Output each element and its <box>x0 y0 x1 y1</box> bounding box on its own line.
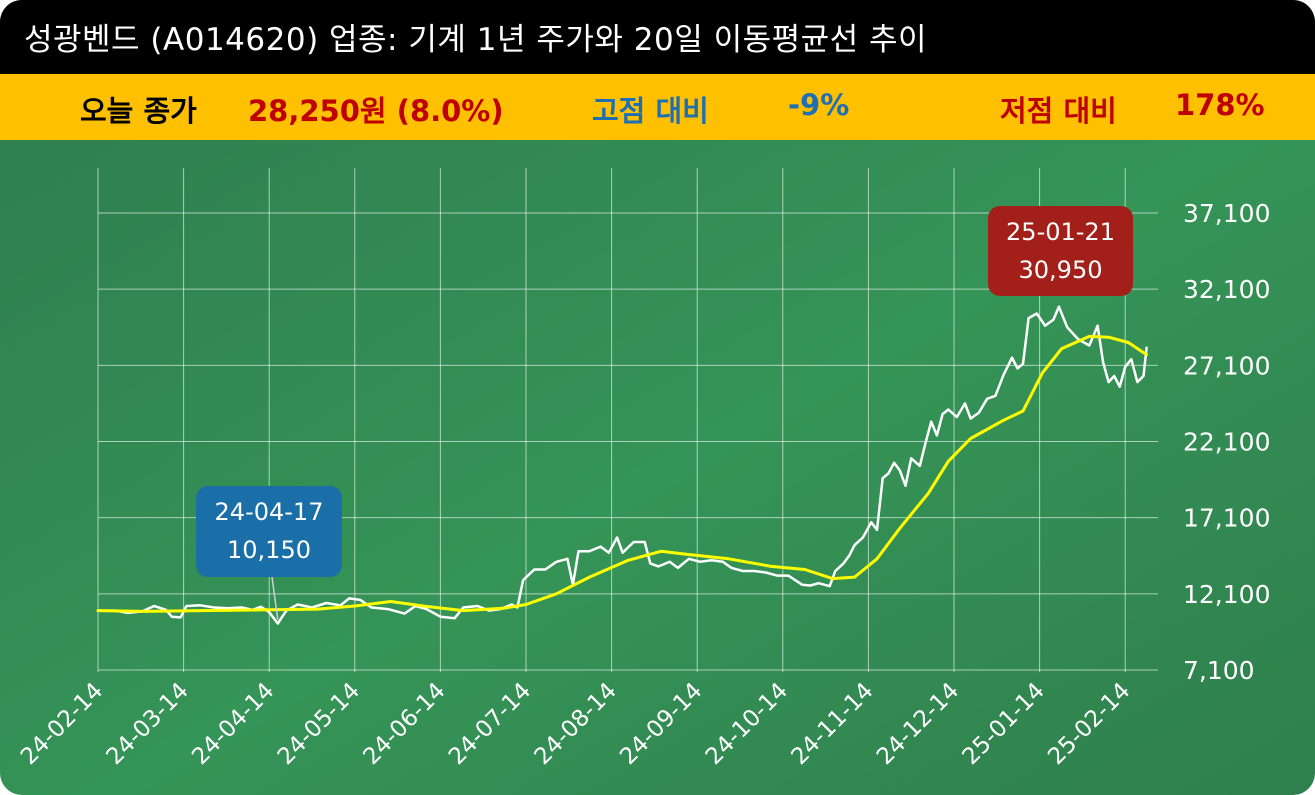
x-tick-label: 24-04-14 <box>187 678 279 770</box>
y-tick-label: 37,100 <box>1183 199 1270 228</box>
x-tick-label: 24-02-14 <box>16 678 108 770</box>
high-callout-value: 30,950 <box>1019 256 1103 284</box>
x-tick-label: 24-12-14 <box>872 678 964 770</box>
high-callout-date: 25-01-21 <box>1006 218 1115 246</box>
title-bar: 성광벤드 (A014620) 업종: 기계 1년 주가와 20일 이동평균선 추… <box>0 0 1315 74</box>
low-callout-value: 10,150 <box>227 536 311 564</box>
moving-average-line <box>96 334 1149 613</box>
price-line <box>96 305 1148 625</box>
high-callout-box <box>988 206 1133 296</box>
y-tick-label: 27,100 <box>1183 351 1270 380</box>
x-tick-label: 24-08-14 <box>530 678 622 770</box>
x-tick-label: 25-02-14 <box>1043 678 1135 770</box>
y-tick-label: 7,100 <box>1183 656 1255 685</box>
y-tick-label: 22,100 <box>1183 428 1270 457</box>
summary-bar: 오늘 종가 28,250원 (8.0%) 고점 대비 -9% 저점 대비 178… <box>0 74 1315 140</box>
x-tick-label: 24-06-14 <box>358 678 450 770</box>
x-tick-label: 24-05-14 <box>273 678 365 770</box>
close-label: 오늘 종가 <box>80 94 197 128</box>
low-callout-date: 24-04-17 <box>215 498 324 526</box>
x-tick-label: 24-07-14 <box>444 678 536 770</box>
high-compare-value: -9% <box>788 88 850 122</box>
x-tick-label: 24-11-14 <box>786 678 878 770</box>
chart-title: 성광벤드 (A014620) 업종: 기계 1년 주가와 20일 이동평균선 추… <box>24 22 928 58</box>
y-tick-label: 12,100 <box>1183 580 1270 609</box>
x-tick-label: 24-03-14 <box>102 678 194 770</box>
x-tick-label: 25-01-14 <box>958 678 1050 770</box>
x-tick-label: 24-09-14 <box>615 678 707 770</box>
y-tick-label: 32,100 <box>1183 275 1270 304</box>
close-value: 28,250원 (8.0%) <box>248 94 504 128</box>
high-compare-label: 고점 대비 <box>592 94 709 128</box>
low-compare-label: 저점 대비 <box>1000 94 1117 128</box>
low-callout-leader <box>271 576 279 620</box>
low-callout-box <box>196 486 342 577</box>
low-compare-value: 178% <box>1175 88 1265 122</box>
y-tick-label: 17,100 <box>1183 504 1270 533</box>
x-tick-label: 24-10-14 <box>701 678 793 770</box>
